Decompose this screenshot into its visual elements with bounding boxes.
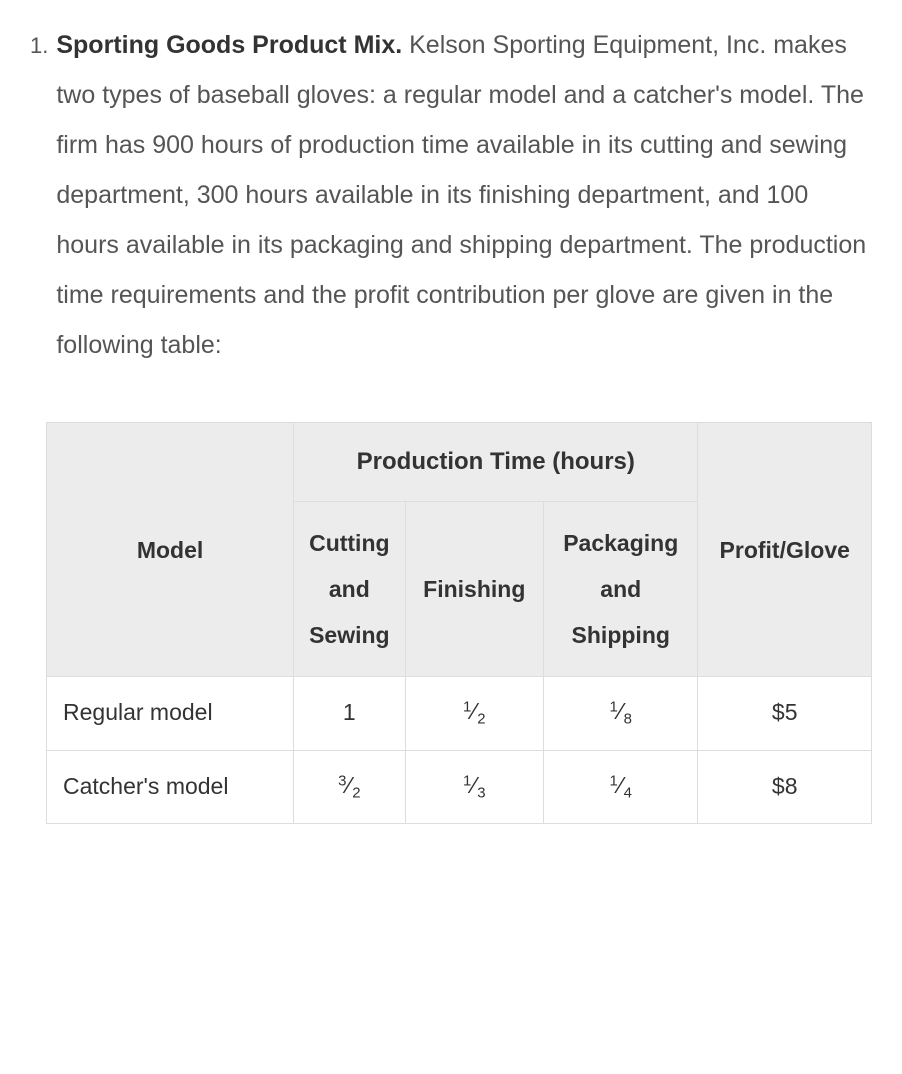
production-table-wrap: Model Production Time (hours) Profit/Glo… <box>30 398 872 824</box>
cell-finishing: 1⁄3 <box>405 750 543 824</box>
problem-text: Sporting Goods Product Mix. Kelson Sport… <box>56 20 872 370</box>
col-header-span: Production Time (hours) <box>294 423 698 502</box>
cell-profit: $5 <box>698 677 872 751</box>
fraction-value: 3⁄2 <box>338 774 360 801</box>
fraction-value: 1⁄3 <box>463 774 485 801</box>
problem-number: 1. <box>30 33 48 59</box>
col-header-profit: Profit/Glove <box>698 423 872 677</box>
cell-cutting: 3⁄2 <box>294 750 405 824</box>
problem-title: Sporting Goods Product Mix. <box>56 31 402 59</box>
cell-profit: $8 <box>698 750 872 824</box>
cell-packaging: 1⁄4 <box>544 750 698 824</box>
table-row: Catcher's model 3⁄2 1⁄3 1⁄4 $8 <box>47 750 872 824</box>
cell-value: 1 <box>343 699 356 725</box>
cell-finishing: 1⁄2 <box>405 677 543 751</box>
cell-packaging: 1⁄8 <box>544 677 698 751</box>
cell-model: Regular model <box>47 677 294 751</box>
col-header-finishing: Finishing <box>405 502 543 677</box>
fraction-value: 1⁄2 <box>463 700 485 727</box>
table-body: Regular model 1 1⁄2 1⁄8 $5 Catcher's model 3⁄2… <box>47 677 872 824</box>
problem-item: 1. Sporting Goods Product Mix. Kelson Sp… <box>30 20 872 370</box>
fraction-value: 1⁄8 <box>610 700 632 727</box>
cell-model: Catcher's model <box>47 750 294 824</box>
production-table: Model Production Time (hours) Profit/Glo… <box>46 422 872 824</box>
table-row: Regular model 1 1⁄2 1⁄8 $5 <box>47 677 872 751</box>
col-header-model: Model <box>47 423 294 677</box>
col-header-packaging: PackagingandShipping <box>544 502 698 677</box>
fraction-value: 1⁄4 <box>610 774 632 801</box>
problem-body: Kelson Sporting Equipment, Inc. makes tw… <box>56 31 866 359</box>
cell-cutting: 1 <box>294 677 405 751</box>
col-header-cutting: CuttingandSewing <box>294 502 405 677</box>
